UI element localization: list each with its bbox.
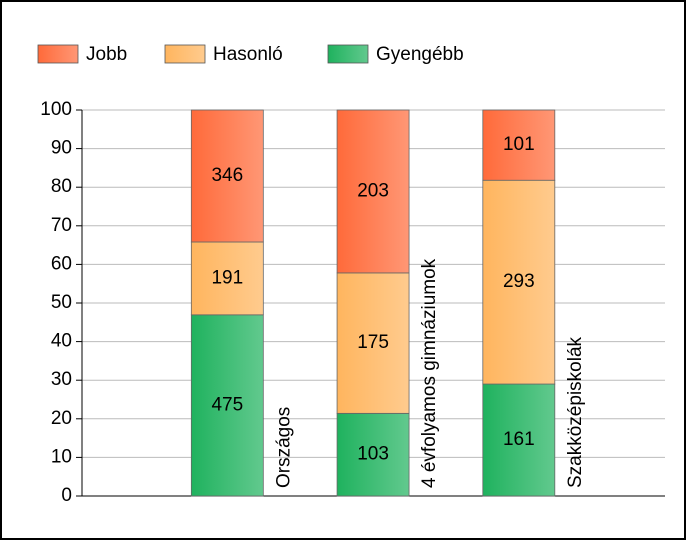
x-tick-label: Szakközépiskolák — [565, 336, 586, 488]
bar-segment — [482, 109, 556, 181]
y-tick-label: 100 — [40, 99, 72, 120]
data-label: 475 — [211, 394, 243, 415]
data-label: 175 — [357, 332, 389, 353]
y-tick-label: 20 — [51, 408, 72, 429]
data-label: 101 — [503, 134, 535, 155]
y-tick-label: 0 — [61, 485, 72, 506]
y-tick-label: 50 — [51, 292, 72, 313]
data-label: 293 — [503, 271, 535, 292]
y-tick-label: 70 — [51, 215, 72, 236]
data-label: 346 — [211, 165, 243, 186]
data-label: 203 — [357, 180, 389, 201]
bar-segment — [190, 109, 264, 243]
bar-segment — [482, 179, 556, 385]
y-tick-label: 10 — [51, 446, 72, 467]
x-tick-label: 4 évfolyamos gimnáziumok — [419, 258, 440, 488]
legend-label: Jobb — [86, 44, 127, 65]
data-label: 103 — [357, 444, 389, 465]
bar-segment — [336, 412, 410, 497]
data-label: 161 — [503, 429, 535, 450]
y-tick-label: 40 — [51, 331, 72, 352]
bar-segment — [190, 314, 264, 497]
bar-segment — [336, 109, 410, 274]
data-label: 191 — [211, 267, 243, 288]
y-tick-label: 80 — [51, 176, 72, 197]
legend-swatch — [327, 44, 369, 64]
bar-segment — [336, 272, 410, 414]
y-tick-label: 90 — [51, 138, 72, 159]
y-tick-label: 30 — [51, 369, 72, 390]
legend-swatch — [164, 44, 206, 64]
x-tick-label: Országos — [273, 407, 294, 488]
legend-label: Gyengébb — [376, 44, 464, 65]
legend-label: Hasonló — [213, 44, 283, 65]
bar-segment — [482, 383, 556, 497]
y-tick-label: 60 — [51, 253, 72, 274]
legend-swatch — [37, 44, 79, 64]
